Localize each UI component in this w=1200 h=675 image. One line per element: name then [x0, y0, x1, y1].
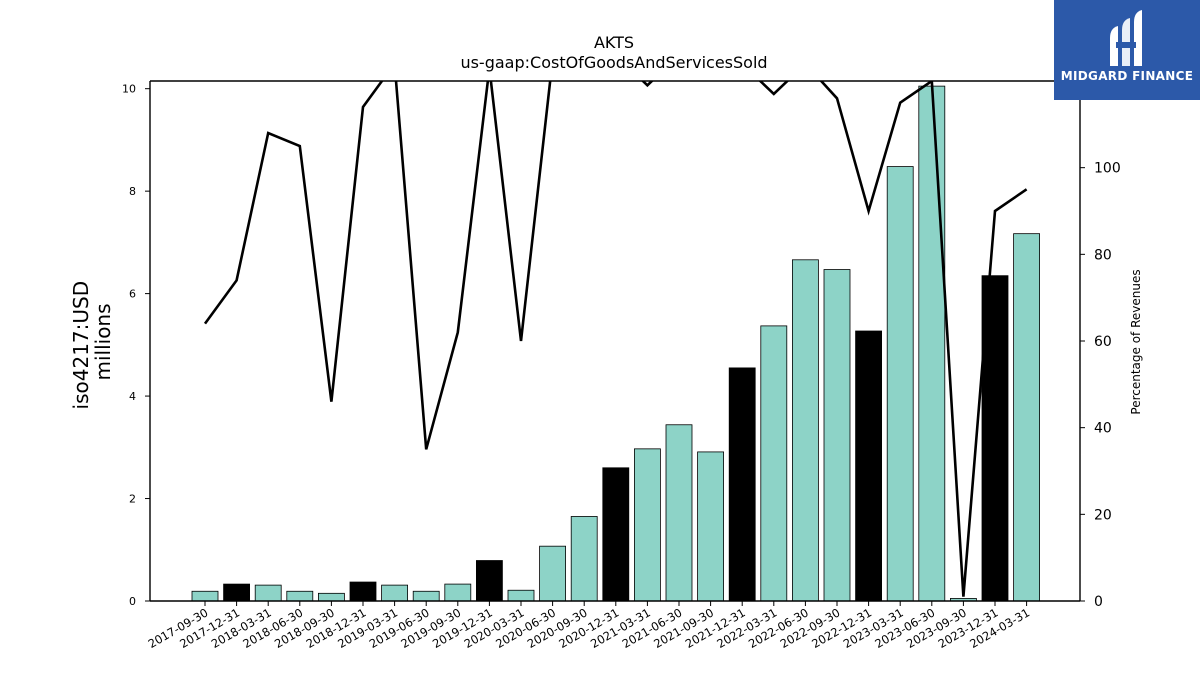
- midgard-logo-icon: [1110, 10, 1142, 66]
- y-right-tick-label: 60: [1094, 334, 1112, 350]
- brand-logo: MIDGARD FINANCE: [1054, 0, 1200, 100]
- bars-group: [191, 85, 1040, 602]
- bar-2022-06-30: [792, 259, 819, 602]
- bar-2021-09-30: [697, 451, 724, 602]
- bar-2018-03-31: [254, 584, 282, 602]
- bar-2022-09-30: [823, 269, 851, 602]
- bar-2018-12-31: [349, 581, 377, 602]
- y-left-tick-label: 8: [129, 185, 136, 198]
- bar-2022-03-31: [760, 325, 788, 602]
- y-left-tick-label: 4: [129, 390, 136, 403]
- bar-2021-12-31: [728, 367, 756, 602]
- bar-2023-06-30: [918, 85, 946, 602]
- bar-2023-03-31: [886, 166, 914, 602]
- bar-2018-09-30: [317, 592, 345, 602]
- bar-2020-09-30: [570, 516, 598, 602]
- bar-2021-03-31: [634, 448, 661, 602]
- bar-2020-06-30: [539, 545, 566, 602]
- y-right-tick-label: 80: [1094, 247, 1112, 263]
- bar-2017-09-30: [191, 590, 219, 602]
- y-left-tick-label: 6: [129, 288, 136, 301]
- bar-2020-03-31: [507, 589, 535, 602]
- y-left-tick-label: 10: [122, 83, 136, 96]
- bar-2018-06-30: [286, 590, 314, 602]
- y-axis-left-label-line2: millions: [91, 303, 115, 380]
- y-right-tick-label: 20: [1094, 507, 1112, 523]
- bar-2024-03-31: [1013, 233, 1040, 602]
- bar-2019-12-31: [475, 560, 503, 602]
- chart-subtitle: us-gaap:CostOfGoodsAndServicesSold: [460, 53, 767, 72]
- bar-2020-12-31: [602, 467, 630, 602]
- y-left-tick-label: 2: [129, 493, 136, 506]
- brand-name: MIDGARD FINANCE: [1060, 69, 1194, 83]
- y-right-tick-label: 40: [1094, 421, 1112, 437]
- bar-2019-06-30: [412, 590, 440, 602]
- bar-2019-03-31: [381, 584, 409, 602]
- bar-2022-12-31: [855, 330, 882, 602]
- y-axis-right-label: Percentage of Revenues: [1129, 269, 1143, 414]
- line-group: [203, 81, 1028, 597]
- y-right-tick-label: 100: [1094, 161, 1121, 177]
- bar-2017-12-31: [223, 583, 251, 602]
- chart-title: AKTS: [594, 33, 634, 52]
- bar-2019-09-30: [444, 583, 472, 602]
- y-axis-left-label: iso4217:USD millions: [69, 275, 115, 410]
- percentage-line: [203, 81, 1028, 597]
- y-left-tick-label: 0: [129, 595, 136, 608]
- y-right-tick-label: 0: [1094, 594, 1103, 610]
- y-axis-left-label-line1: iso4217:USD: [69, 281, 93, 410]
- bar-2021-06-30: [665, 424, 693, 602]
